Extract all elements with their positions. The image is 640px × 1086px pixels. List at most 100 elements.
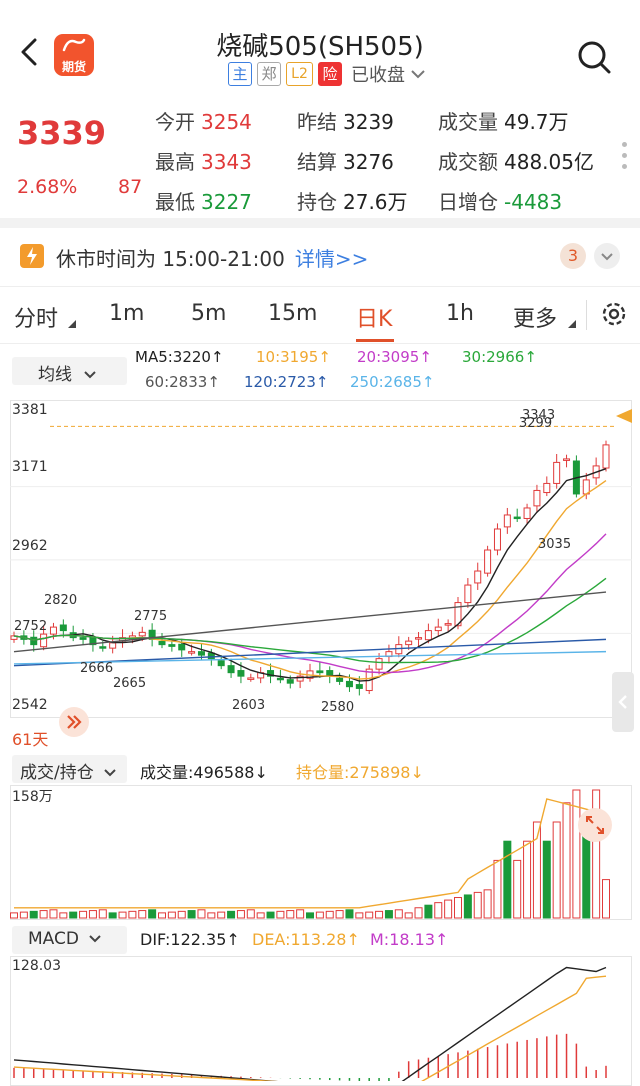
- tab-more[interactable]: 更多: [513, 307, 558, 332]
- tag-risk: 险: [318, 62, 342, 86]
- volume-bar: [552, 821, 561, 919]
- quote-field: 昨结 3239: [297, 106, 394, 134]
- divider: [586, 300, 587, 330]
- volume-bar: [236, 910, 245, 919]
- side-panel-toggle[interactable]: [612, 672, 634, 732]
- futures-app-logo[interactable]: 期货: [54, 34, 94, 76]
- candle-body: [168, 644, 176, 647]
- macd-selector-button[interactable]: MACD: [12, 926, 127, 954]
- volume-bar: [335, 910, 344, 919]
- days-range-label: 61天: [12, 730, 49, 749]
- macd-chart[interactable]: [0, 956, 640, 1081]
- volume-selector-button[interactable]: 成交/持仓: [12, 755, 127, 783]
- candle-body: [267, 670, 275, 677]
- candle-body: [217, 660, 225, 667]
- volume-chart-frame: [10, 785, 632, 920]
- volume-bar: [108, 912, 117, 919]
- ma20-line: [13, 533, 607, 674]
- change-amount: 87: [118, 176, 143, 198]
- volume-bar: [19, 911, 28, 919]
- volume-bar: [118, 911, 127, 919]
- candle-body: [286, 679, 294, 684]
- ma-selector-button[interactable]: 均线: [12, 357, 127, 385]
- candle-body: [158, 640, 166, 646]
- volume-bar: [572, 789, 581, 919]
- volume-bar: [266, 911, 275, 919]
- gear-icon[interactable]: [599, 299, 629, 329]
- quote-field-label: 日增仓: [438, 190, 498, 214]
- back-arrow-icon[interactable]: [18, 38, 40, 66]
- candle-body: [415, 637, 423, 640]
- tab-daily-k[interactable]: 日K: [356, 307, 393, 332]
- candle-body: [296, 675, 304, 682]
- ma60-line: [13, 591, 607, 653]
- candle-body: [464, 584, 472, 604]
- open-interest-legend: 持仓量:275898↓: [296, 763, 424, 782]
- candle-body: [40, 633, 48, 648]
- candle-body: [247, 677, 255, 680]
- candle-body: [30, 636, 38, 646]
- corner-caret-icon: [568, 320, 576, 328]
- ma30-legend: 30:2966↑: [462, 348, 537, 366]
- quote-field: 最低 3227: [155, 186, 252, 214]
- active-tab-indicator: [356, 339, 394, 342]
- double-chevron-icon: [67, 715, 82, 729]
- candle-body: [405, 640, 413, 646]
- candle-body: [513, 516, 521, 520]
- details-link[interactable]: 详情>>: [294, 247, 369, 271]
- period-tabs: 分时 1m 5m 15m 日K 1h 更多: [0, 286, 640, 344]
- volume-bar: [227, 910, 236, 919]
- candle-body: [316, 670, 324, 674]
- candle-body: [493, 528, 501, 551]
- volume-bar: [177, 910, 186, 919]
- tab-1m[interactable]: 1m: [109, 301, 145, 326]
- volume-bar: [523, 840, 532, 919]
- tab-15m[interactable]: 15m: [268, 301, 318, 326]
- volume-bar: [296, 909, 305, 919]
- notification-count-badge[interactable]: 3: [560, 243, 586, 269]
- chevron-down-icon: [104, 769, 116, 777]
- volume-bar: [532, 821, 541, 919]
- volume-bar: [79, 910, 88, 919]
- volume-bar: [355, 912, 364, 919]
- ma10-legend: 10:3195↑: [256, 348, 331, 366]
- candle-body: [434, 626, 442, 632]
- trading-hours-notice[interactable]: 休市时间为 15:00-21:00 详情>>: [0, 228, 640, 284]
- more-dots-icon[interactable]: [622, 142, 630, 182]
- search-icon[interactable]: [577, 40, 611, 74]
- lightning-icon: [20, 244, 44, 268]
- dragon-icon: [62, 38, 86, 52]
- volume-bar: [602, 879, 610, 919]
- ma250-legend: 250:2685↑: [350, 373, 435, 391]
- candle-body: [375, 658, 383, 670]
- tab-timeshare[interactable]: 分时: [14, 307, 59, 332]
- annotation-2752: 2752: [14, 619, 48, 634]
- dea-legend: DEA:113.28↑: [252, 930, 360, 949]
- candle-body: [10, 635, 18, 640]
- corner-caret-icon: [68, 320, 76, 328]
- volume-bar: [473, 891, 482, 919]
- quote-field-label: 今开: [155, 110, 195, 134]
- volume-chart[interactable]: [0, 785, 640, 922]
- scroll-left-button[interactable]: [59, 707, 89, 737]
- tab-5m[interactable]: 5m: [191, 301, 227, 326]
- tag-main: 主: [228, 62, 252, 86]
- chevron-down-icon: [89, 935, 102, 943]
- chevron-down-icon[interactable]: [410, 68, 426, 80]
- current-price-marker-icon: [616, 409, 632, 423]
- volume-bar: [128, 910, 137, 919]
- volume-bar: [444, 899, 453, 919]
- expand-chart-button[interactable]: [578, 808, 612, 842]
- candle-body: [355, 684, 363, 689]
- kline-chart[interactable]: [0, 395, 640, 725]
- expand-chevron-icon[interactable]: [594, 243, 620, 269]
- annotation-2665: 2665: [113, 676, 147, 691]
- tab-1h[interactable]: 1h: [446, 301, 474, 326]
- volume-bar: [424, 904, 433, 919]
- quote-field-label: 成交量: [438, 110, 498, 134]
- candle-body: [276, 677, 284, 681]
- volume-bar: [562, 802, 571, 919]
- y-axis-label-top: 3381: [12, 402, 48, 418]
- ma5-line: [13, 468, 607, 682]
- volume-legend: 成交量:496588↓: [140, 763, 268, 782]
